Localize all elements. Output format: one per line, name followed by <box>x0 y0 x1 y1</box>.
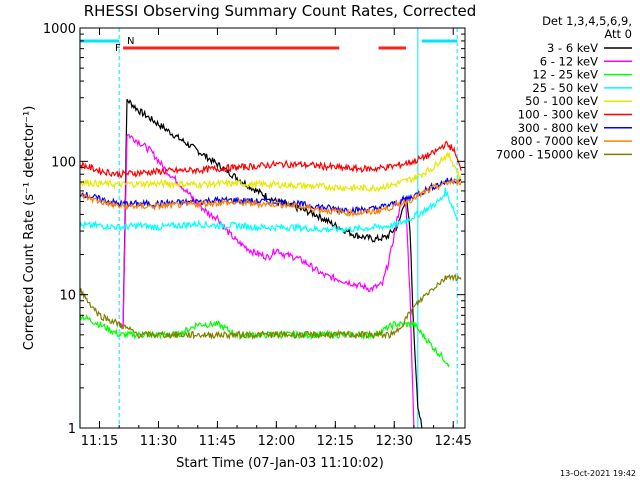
f-flag-label: F <box>115 43 121 54</box>
x-tick-label-1: 11:30 <box>140 434 177 449</box>
series-layer <box>79 98 462 429</box>
y-tick-label-1: 10 <box>59 289 76 304</box>
y-tick-label-2: 100 <box>51 155 76 170</box>
legend-label-4: 50 - 100 keV <box>525 94 598 108</box>
legend-label-2: 12 - 25 keV <box>532 68 598 82</box>
x-tick-label-2: 11:45 <box>199 434 236 449</box>
series-line-3 <box>79 187 458 234</box>
series-line-7 <box>79 178 462 218</box>
x-tick-label-4: 12:15 <box>317 434 354 449</box>
series-line-1 <box>118 133 415 429</box>
series-line-8 <box>79 273 462 341</box>
x-tick-label-6: 12:45 <box>434 434 471 449</box>
plot-frame <box>79 27 466 429</box>
y-tick-label-0: 1 <box>68 422 76 437</box>
legend-header-line-2: Att 0 <box>604 27 632 41</box>
legend-label-7: 800 - 7000 keV <box>510 134 598 148</box>
y-tick-label-3: 1000 <box>43 22 76 37</box>
legend-label-0: 3 - 6 keV <box>547 41 598 55</box>
x-axis-label: Start Time (07-Jan-03 11:10:02) <box>176 456 384 471</box>
series-line-4 <box>79 151 462 193</box>
series-line-5 <box>79 140 462 179</box>
legend-label-5: 100 - 300 keV <box>518 108 598 122</box>
legend-label-1: 6 - 12 keV <box>540 54 598 68</box>
x-tick-label-0: 11:15 <box>81 434 118 449</box>
x-tick-label-5: 12:30 <box>376 434 413 449</box>
y-axis-label: Corrected Count Rate (s⁻¹ detector⁻¹) <box>22 106 37 351</box>
legend-label-6: 300 - 800 keV <box>518 121 598 135</box>
footer-timestamp: 13-Oct-2021 19:42 <box>560 469 636 478</box>
chart-title: RHESSI Observing Summary Count Rates, Co… <box>84 2 477 20</box>
legend-header-line-1: Det 1,3,4,5,6,9, <box>542 14 632 28</box>
n-flag-label: N <box>127 36 134 47</box>
legend-label-8: 7000 - 15000 keV <box>496 147 598 161</box>
x-tick-label-3: 12:00 <box>258 434 295 449</box>
tick-layer: 11:15 11:30 11:45 12:00 12:15 12:30 12:45 1 10 10… <box>43 22 472 449</box>
legend-label-3: 25 - 50 keV <box>532 81 598 95</box>
